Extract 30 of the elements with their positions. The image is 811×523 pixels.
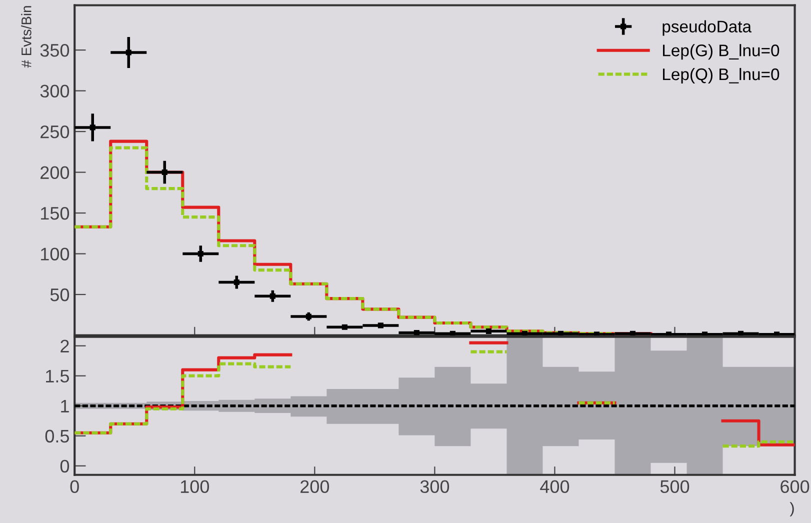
x-tick-label: 500 (660, 480, 690, 494)
x-tick-label: 0 (70, 480, 79, 494)
y-tick-label: 50 (50, 288, 70, 302)
y-tick-label: 200 (40, 166, 70, 179)
point (234, 280, 240, 286)
y-tick-label: 0 (60, 460, 70, 473)
point (126, 50, 132, 56)
x-tick-label: 400 (540, 480, 570, 494)
x-tick-label: 200 (300, 480, 330, 494)
x-tick-label: 100 (180, 480, 209, 494)
y-tick-label: 1.5 (46, 370, 69, 383)
point (270, 293, 276, 299)
point (162, 169, 168, 176)
y-axis-title: # Evts/Bin (21, 6, 32, 68)
y-tick-label: 100 (41, 248, 70, 260)
x-axis-title: ) (790, 502, 794, 516)
y-tick-label: 1 (61, 400, 69, 412)
y-tick-label: 2 (60, 340, 69, 352)
legend-label: Lep(G) B_lnu=0 (663, 44, 780, 60)
x-tick-label: 600 (780, 480, 810, 494)
legend-label: Lep(Q) B_lnu=0 (663, 68, 780, 84)
y-tick-label: 0.5 (45, 430, 69, 443)
y-tick-label: 300 (40, 84, 70, 98)
x-tick-label: 300 (420, 480, 450, 494)
y-tick-label: 350 (40, 44, 70, 57)
point (90, 124, 96, 130)
y-tick-label: 250 (40, 125, 70, 138)
legend-label: pseudoData (662, 20, 752, 36)
point (198, 250, 204, 257)
y-tick-label: 150 (41, 206, 70, 220)
